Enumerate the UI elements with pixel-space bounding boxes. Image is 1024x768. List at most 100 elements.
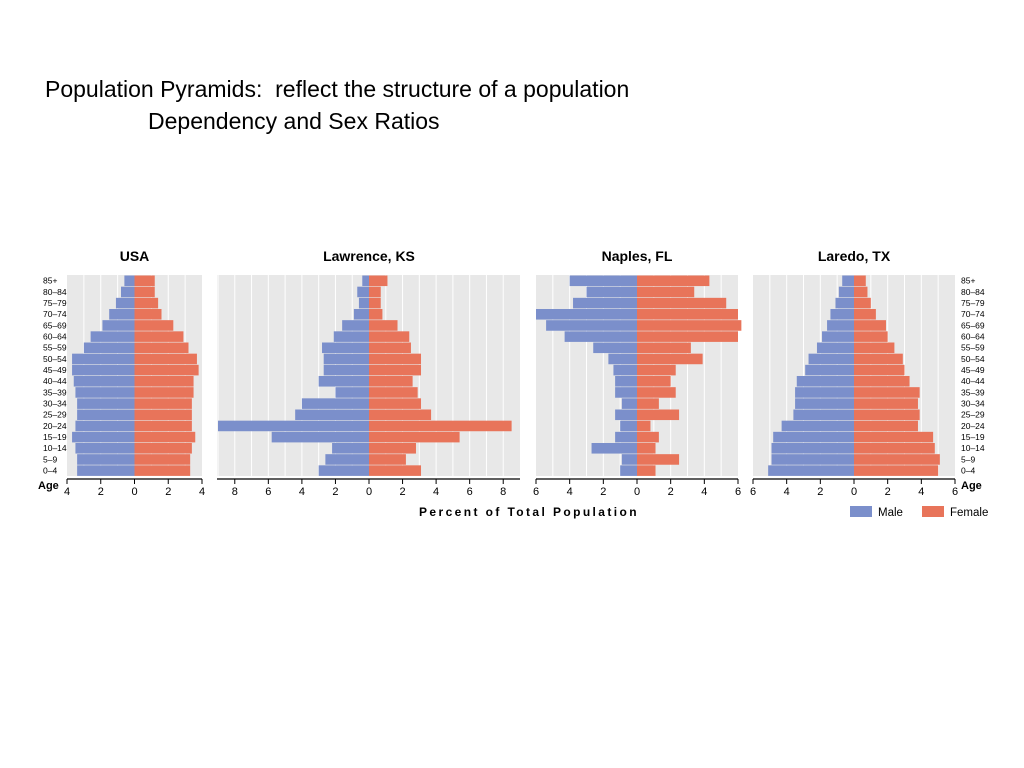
bar-female [637, 387, 676, 398]
age-label: 80–84 [43, 287, 67, 297]
bar-female [369, 353, 422, 365]
bar-female [369, 376, 413, 387]
bar-male [358, 297, 369, 309]
age-label: 75–79 [43, 298, 67, 308]
age-label: 70–74 [961, 309, 985, 319]
bar-female [854, 376, 910, 387]
age-label: 85+ [43, 276, 57, 286]
tick-label: 4 [784, 486, 790, 498]
bar-female [854, 398, 918, 409]
bar-male [586, 286, 637, 298]
bar-female [637, 431, 659, 443]
slide-title-line2: Dependency and Sex Ratios [148, 108, 440, 134]
bar-female [369, 454, 406, 465]
bar-female [854, 331, 888, 342]
age-label: 30–34 [961, 398, 985, 408]
age-label: 45–49 [961, 365, 985, 375]
bar-male [615, 409, 637, 421]
tick-label: 4 [918, 486, 924, 498]
bar-female [134, 342, 189, 354]
bar-male [620, 465, 637, 476]
tick-label: 2 [98, 486, 104, 498]
legend-label-male: Male [878, 507, 903, 519]
bar-female [369, 443, 416, 454]
x-axis-title: Percent of Total Population [419, 505, 639, 519]
bar-female [134, 398, 192, 409]
bar-male [102, 320, 135, 331]
age-label: 60–64 [961, 331, 985, 341]
age-label: 5–9 [43, 454, 57, 464]
slide-title-line1: Population Pyramids: reflect the structu… [45, 76, 630, 102]
bar-female [134, 420, 192, 432]
age-label: 80–84 [961, 287, 985, 297]
tick-label: 2 [885, 486, 891, 498]
panel-title: Lawrence, KS [323, 248, 415, 264]
bar-female [854, 286, 868, 298]
age-label: 50–54 [43, 354, 67, 364]
bar-female [369, 465, 422, 476]
tick-label: 6 [952, 486, 958, 498]
tick-label: 4 [64, 486, 70, 498]
bar-female [369, 320, 398, 331]
panel-background [67, 275, 202, 476]
bar-female [369, 431, 460, 443]
bar-female [134, 465, 191, 476]
bar-female [369, 409, 432, 421]
age-label: 60–64 [43, 331, 67, 341]
bar-male [323, 364, 369, 376]
bar-male [318, 465, 369, 476]
bar-female [637, 376, 671, 387]
bar-male [77, 409, 135, 421]
age-label: 35–39 [961, 387, 985, 397]
bar-male [75, 443, 135, 454]
tick-label: 0 [634, 486, 640, 498]
bar-male [271, 431, 369, 443]
bar-male [332, 443, 369, 454]
bar-male [335, 387, 369, 398]
bar-female [369, 342, 411, 354]
bar-female [854, 364, 905, 376]
age-label: 0–4 [961, 465, 975, 475]
bar-male [842, 275, 854, 287]
age-label: 5–9 [961, 454, 975, 464]
bar-male [342, 320, 369, 331]
tick-label: 2 [817, 486, 823, 498]
bar-female [134, 454, 191, 465]
bar-male [615, 387, 637, 398]
bar-male [781, 420, 854, 432]
bar-female [637, 465, 656, 476]
bar-male [816, 342, 854, 354]
bar-male [793, 409, 854, 421]
bar-male [768, 465, 854, 476]
bar-female [637, 342, 691, 354]
bar-male [295, 409, 369, 421]
bar-male [838, 286, 854, 298]
tick-label: 6 [533, 486, 539, 498]
bar-female [134, 320, 174, 331]
bar-female [134, 297, 159, 309]
bar-male [121, 286, 135, 298]
bar-male [72, 353, 135, 365]
age-axis-label: Age [961, 480, 982, 492]
age-label: 10–14 [961, 443, 985, 453]
age-axis-label: Age [38, 480, 59, 492]
bar-male [773, 431, 854, 443]
bar-female [637, 309, 738, 320]
tick-label: 0 [131, 486, 137, 498]
tick-label: 2 [399, 486, 405, 498]
bar-female [637, 420, 651, 432]
tick-label: 8 [232, 486, 238, 498]
bar-female [854, 320, 886, 331]
bar-male [621, 454, 637, 465]
bar-male [362, 275, 369, 287]
bar-male [835, 297, 854, 309]
bar-male [323, 353, 369, 365]
panel-title: USA [120, 248, 150, 264]
bar-female [134, 309, 162, 320]
bar-female [134, 376, 194, 387]
tick-label: 4 [567, 486, 573, 498]
bar-male [73, 376, 135, 387]
bar-male [795, 398, 854, 409]
tick-label: 4 [199, 486, 205, 498]
bar-female [134, 331, 184, 342]
